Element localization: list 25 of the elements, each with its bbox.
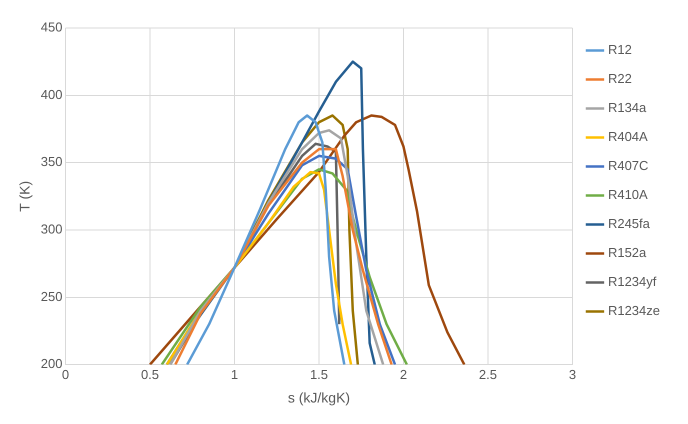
legend-label: R1234yf <box>608 274 657 290</box>
x-tick-label: 3 <box>568 366 576 382</box>
legend-label: R410A <box>608 187 648 202</box>
x-tick-label: 0.5 <box>140 366 160 382</box>
x-tick-label: 2 <box>400 366 408 382</box>
x-tick-label: 0 <box>62 366 70 382</box>
x-axis-title: s (kJ/kgK) <box>288 389 350 406</box>
legend-label: R152a <box>608 245 648 260</box>
y-axis-title: T (K) <box>16 180 32 212</box>
legend-label: R22 <box>608 71 632 86</box>
x-tick-label: 1.5 <box>310 366 328 382</box>
x-tick-label: 2.5 <box>478 366 498 382</box>
x-tick-label: 1 <box>230 366 238 382</box>
legend-label: R245fa <box>608 216 651 232</box>
legend-label: R134a <box>608 100 648 116</box>
y-tick-label: 450 <box>40 20 62 35</box>
y-tick-label: 300 <box>40 222 62 237</box>
y-tick-label: 400 <box>40 86 62 102</box>
legend-label: R1234ze <box>608 303 660 318</box>
legend-label: R407C <box>608 158 648 174</box>
legend-label: R404A <box>608 129 648 144</box>
y-tick-label: 200 <box>40 356 62 372</box>
y-tick-label: 350 <box>40 154 62 170</box>
y-tick-label: 250 <box>40 288 62 304</box>
legend-label: R12 <box>608 42 632 58</box>
